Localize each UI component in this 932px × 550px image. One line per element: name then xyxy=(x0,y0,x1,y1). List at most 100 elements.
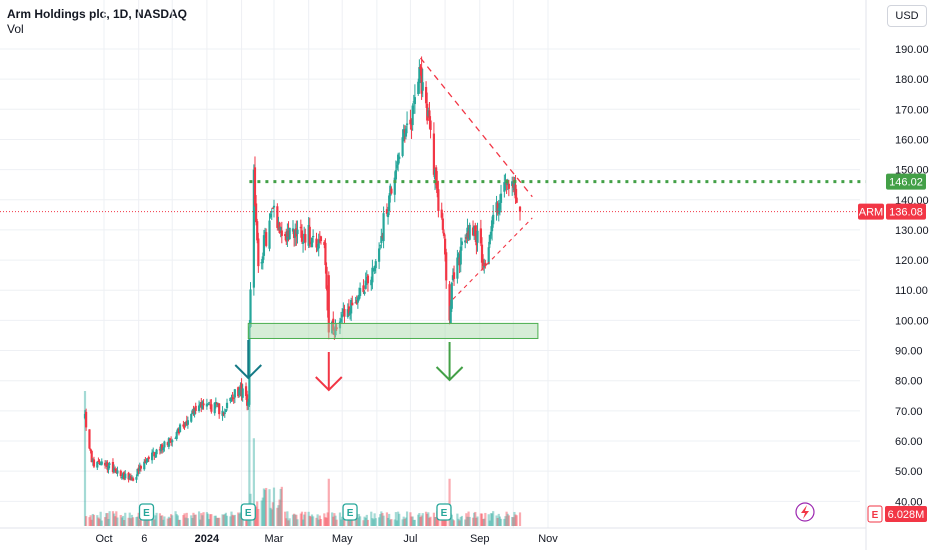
volume-bar xyxy=(507,515,510,526)
candle-body xyxy=(155,449,158,455)
volume-bar xyxy=(386,517,390,526)
earnings-marker[interactable] xyxy=(436,503,452,521)
candle-body xyxy=(244,386,248,397)
descending-trendline[interactable] xyxy=(419,57,533,198)
volume-bar xyxy=(104,517,107,526)
candle-body xyxy=(83,413,87,419)
time-tick-label: Mar xyxy=(265,533,284,545)
candle-body xyxy=(385,209,389,214)
candle-body xyxy=(456,257,459,279)
volume-bar xyxy=(381,513,384,526)
volume-bar xyxy=(499,518,503,526)
candle-body xyxy=(464,240,467,243)
candle-body xyxy=(312,235,315,238)
currency-button[interactable]: USD xyxy=(887,5,927,27)
candle-body xyxy=(443,238,447,255)
volume-bar xyxy=(435,516,438,526)
candle-body xyxy=(107,465,110,470)
candle-body xyxy=(256,221,259,241)
candle-body xyxy=(167,438,170,447)
volume-legend-label: Vol xyxy=(7,22,24,36)
candle-body xyxy=(518,206,522,212)
candle-body xyxy=(411,105,414,126)
volume-bar xyxy=(293,513,296,526)
volume-bar xyxy=(208,519,211,526)
price-tick-label: 170.00 xyxy=(895,104,929,116)
volume-bar xyxy=(214,515,217,526)
candle-body xyxy=(90,450,93,463)
volume-bar xyxy=(303,514,306,526)
volume-bar xyxy=(89,515,92,526)
time-tick-label: Sep xyxy=(470,533,490,545)
volume-bar xyxy=(417,514,420,526)
candle-body xyxy=(252,169,255,288)
candle-body xyxy=(193,407,196,415)
candle-body xyxy=(366,275,370,284)
candle-body xyxy=(471,227,475,236)
support-zone[interactable] xyxy=(247,322,539,339)
candle-body xyxy=(507,183,510,189)
volume-bar xyxy=(487,514,490,526)
volume-bar xyxy=(123,520,126,526)
volume-bar xyxy=(317,519,320,526)
candle-body xyxy=(445,252,448,281)
volume-bar xyxy=(300,511,304,526)
candle-body xyxy=(351,302,354,306)
volume-bar xyxy=(260,500,263,526)
volume-bar xyxy=(186,518,189,526)
volume-bar xyxy=(304,511,307,526)
volume-bar xyxy=(210,514,213,526)
time-tick-label: Jul xyxy=(403,533,417,545)
candle-body xyxy=(231,397,234,399)
earnings-marker[interactable] xyxy=(240,503,256,521)
candle-body xyxy=(412,101,415,103)
volume-bar xyxy=(88,517,91,526)
last-price-badge-label: 136.08 xyxy=(889,207,923,219)
volume-bar xyxy=(200,513,203,526)
time-tick-label: May xyxy=(332,533,353,545)
volume-bar xyxy=(465,513,468,526)
candle-body xyxy=(404,128,408,137)
candle-body xyxy=(272,205,276,208)
volume-bar xyxy=(121,515,125,526)
price-tick-label: 90.00 xyxy=(895,346,923,358)
volume-bar xyxy=(194,514,197,526)
time-tick-label: Oct xyxy=(95,533,112,545)
volume-bar xyxy=(445,517,448,526)
candle-body xyxy=(466,227,469,239)
down-arrow-head xyxy=(435,366,464,382)
price-tick-label: 180.00 xyxy=(895,74,929,86)
candle-body xyxy=(171,440,174,443)
earnings-marker[interactable] xyxy=(138,503,155,521)
candle-body xyxy=(130,478,134,480)
candle-body xyxy=(359,288,362,297)
volume-bar xyxy=(150,518,154,526)
candle-body xyxy=(480,244,484,263)
earnings-marker[interactable] xyxy=(342,503,358,521)
candle-body xyxy=(436,181,439,193)
candle-body xyxy=(357,294,361,300)
candle-body xyxy=(253,167,257,206)
candle-body xyxy=(241,388,244,398)
volume-bar xyxy=(167,516,170,526)
volume-bar xyxy=(512,517,515,526)
candle-body xyxy=(382,213,385,242)
volume-bar xyxy=(229,516,232,526)
volume-bar xyxy=(324,517,327,526)
candle-body xyxy=(92,459,96,467)
volume-bar xyxy=(504,516,507,526)
candle-body xyxy=(238,389,241,395)
candle-body xyxy=(497,208,500,214)
ascending-trendline[interactable] xyxy=(452,217,533,300)
volume-bar xyxy=(503,518,506,526)
candle-body xyxy=(104,462,107,466)
volume-bar xyxy=(413,519,416,526)
volume-bar xyxy=(215,517,219,526)
candle-body xyxy=(379,244,382,246)
candle-body xyxy=(186,420,189,425)
volume-bar xyxy=(373,513,376,526)
volume-bar xyxy=(335,519,338,526)
candle-body xyxy=(284,234,287,236)
volume-bar xyxy=(202,512,205,526)
